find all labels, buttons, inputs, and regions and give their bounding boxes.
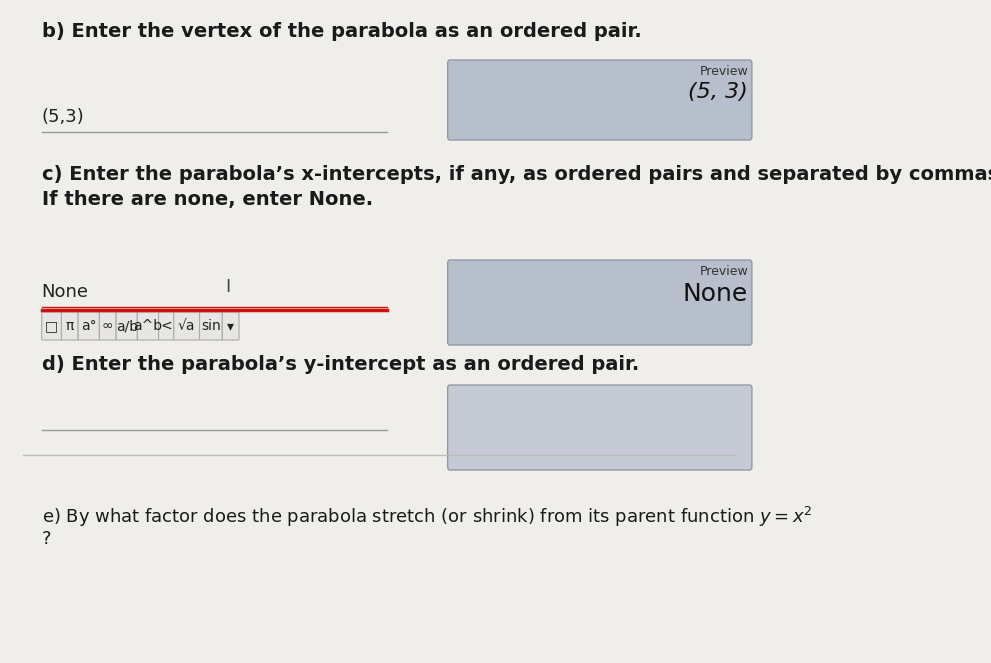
Text: √a: √a [178,319,195,333]
Text: π: π [65,319,74,333]
Text: If there are none, enter None.: If there are none, enter None. [42,190,373,209]
Text: sin: sin [201,319,221,333]
FancyBboxPatch shape [159,312,173,340]
Text: (5, 3): (5, 3) [689,82,748,102]
Text: b) Enter the vertex of the parabola as an ordered pair.: b) Enter the vertex of the parabola as a… [42,22,641,41]
Text: ▾: ▾ [227,319,234,333]
FancyBboxPatch shape [116,312,138,340]
Text: ?: ? [42,530,52,548]
Text: c) Enter the parabola’s x-intercepts, if any, as ordered pairs and separated by : c) Enter the parabola’s x-intercepts, if… [42,165,991,184]
Text: I: I [225,278,230,296]
FancyBboxPatch shape [173,312,199,340]
FancyBboxPatch shape [99,312,116,340]
FancyBboxPatch shape [222,312,239,340]
Text: None: None [42,283,89,301]
FancyBboxPatch shape [61,312,78,340]
FancyBboxPatch shape [448,60,752,140]
FancyBboxPatch shape [448,385,752,470]
Text: ∞: ∞ [102,319,114,333]
Text: a°: a° [81,319,96,333]
Text: e) By what factor does the parabola stretch (or shrink) from its parent function: e) By what factor does the parabola stre… [42,505,812,529]
Text: Preview: Preview [700,65,748,78]
FancyBboxPatch shape [42,312,61,340]
Text: a^b: a^b [134,319,163,333]
Text: (5,3): (5,3) [42,108,84,126]
FancyBboxPatch shape [199,312,222,340]
Text: Preview: Preview [700,265,748,278]
Text: □: □ [45,319,58,333]
Text: None: None [683,282,748,306]
Text: <: < [161,319,172,333]
FancyBboxPatch shape [78,312,99,340]
FancyBboxPatch shape [448,260,752,345]
Text: d) Enter the parabola’s y-intercept as an ordered pair.: d) Enter the parabola’s y-intercept as a… [42,355,639,374]
FancyBboxPatch shape [138,312,159,340]
Text: a/b: a/b [116,319,138,333]
